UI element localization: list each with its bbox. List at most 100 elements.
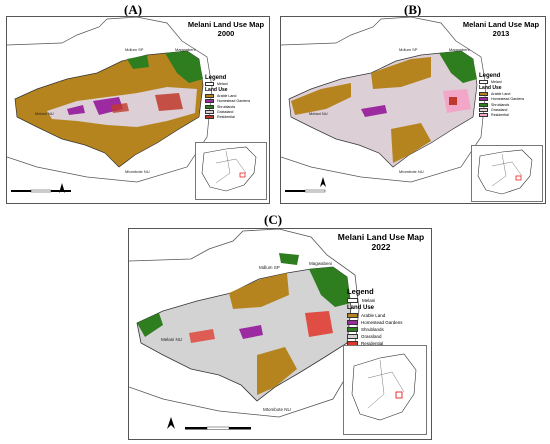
panel-c-legend: Legend Melani Land Use Arable Land Homest… xyxy=(347,287,403,346)
panel-b-inset-map xyxy=(471,145,543,202)
shrubland-patch xyxy=(309,267,351,307)
legend-swatch xyxy=(205,114,214,119)
place-northeast: Magwabeni xyxy=(175,47,196,52)
residential-patch xyxy=(305,311,333,337)
legend-item: Homestead Gardens xyxy=(347,320,403,325)
legend-item: Residential xyxy=(205,114,250,119)
legend-item: Shrublands xyxy=(205,104,250,109)
panel-b-map-canvas xyxy=(281,17,487,193)
place-north: Mdlum SP xyxy=(399,47,418,52)
legend-item: Homestead Gardens xyxy=(479,97,525,102)
panel-c-map-canvas xyxy=(129,229,360,430)
legend-item: Arable Land xyxy=(205,94,250,99)
panel-c-letter: (C) xyxy=(264,212,283,227)
panel-b-letter: (B) xyxy=(404,2,422,17)
arable-patch xyxy=(229,273,289,309)
legend-boundary-row: Melani xyxy=(205,82,250,86)
legend-item-label: Shrublands xyxy=(217,104,236,109)
place-northeast: Magwabeni xyxy=(309,261,333,266)
inset-country-outline xyxy=(201,146,257,192)
legend-item: Grassland xyxy=(205,109,250,114)
scale-bar xyxy=(185,426,251,430)
outer-boundary xyxy=(281,17,487,183)
legend-item-label: Arable Land xyxy=(217,94,237,99)
legend-item-label: Grassland xyxy=(491,107,508,112)
homestead-patch xyxy=(361,105,387,117)
legend-swatch xyxy=(479,97,488,102)
panel-c-map: Melani Land Use Map 2022 Mdlum SP Magwabe… xyxy=(128,228,432,440)
place-south: Mtombote NU xyxy=(399,169,424,174)
legend-swatch xyxy=(205,99,214,104)
residential-patch xyxy=(449,97,457,105)
shrubland-patch xyxy=(439,51,477,83)
panel-a-map-canvas xyxy=(7,17,213,193)
legend-land-use-heading: Land Use xyxy=(205,87,228,93)
legend-item-label: Arable Land xyxy=(491,92,511,97)
legend-boundary-row: Melani xyxy=(347,298,403,303)
residential-patch xyxy=(155,93,183,111)
legend-title: Legend xyxy=(205,75,227,81)
panel-b-title: Melani Land Use Map 2013 xyxy=(462,20,540,38)
legend-swatch xyxy=(205,94,214,99)
north-arrow-icon xyxy=(59,183,65,193)
north-arrow-icon xyxy=(320,177,326,187)
legend-swatch xyxy=(479,102,488,107)
scale-bar xyxy=(285,189,326,193)
place-west: Melani NU xyxy=(35,111,54,116)
legend-swatch xyxy=(479,92,488,97)
legend-item: Arable Land xyxy=(347,313,403,318)
place-west: Melani NU xyxy=(309,111,328,116)
legend-swatch xyxy=(347,313,358,318)
place-south: Mtombote NU xyxy=(263,407,291,412)
place-northeast: Magwabeni xyxy=(449,47,470,52)
legend-item-label: Homestead Gardens xyxy=(491,97,525,102)
panel-b-map: Melani Land Use Map 2013 Mdlum SP Magwabe… xyxy=(280,16,546,204)
panel-c-inset-map xyxy=(343,345,427,435)
legend-item-label: Residential xyxy=(217,114,235,119)
inset-country-outline xyxy=(477,149,533,195)
legend-swatch xyxy=(205,109,214,114)
panel-a-title: Melani Land Use Map 2000 xyxy=(187,20,265,38)
homestead-patch xyxy=(239,325,263,339)
legend-item-label: Grassland xyxy=(361,334,382,339)
legend-land-use-heading: Land Use xyxy=(347,305,375,311)
panel-c-title: Melani Land Use Map 2022 xyxy=(337,232,425,252)
shrubland-patch xyxy=(137,313,163,337)
legend-item-label: Residential xyxy=(361,341,384,346)
legend-title: Legend xyxy=(347,287,374,296)
place-north: Mdlum SP xyxy=(125,47,144,52)
residential-patch xyxy=(111,103,129,113)
homestead-patch xyxy=(67,105,85,115)
panel-a-letter: (A) xyxy=(124,2,143,17)
legend-item-label: Shrublands xyxy=(361,327,384,332)
legend-item-label: Grassland xyxy=(217,109,234,114)
arable-patch xyxy=(257,347,297,395)
panel-b-legend: Legend Melani Land Use Arable Land Homest… xyxy=(479,73,524,117)
outer-boundary xyxy=(7,17,213,183)
shrubland-patch xyxy=(165,51,203,83)
legend-boundary-row: Melani xyxy=(479,80,524,84)
arable-patch xyxy=(371,57,431,89)
legend-swatch xyxy=(479,112,488,117)
place-north: Mdlum SP xyxy=(259,265,280,270)
legend-item-label: Residential xyxy=(491,112,509,117)
north-arrow-icon xyxy=(167,417,175,429)
legend-title: Legend xyxy=(479,73,501,79)
place-west: Melani NU xyxy=(161,337,183,342)
legend-item: Arable Land xyxy=(479,92,524,97)
legend-item: Homestead Gardens xyxy=(205,99,251,104)
scale-bar xyxy=(11,189,71,193)
legend-swatch xyxy=(479,107,488,112)
legend-item-label: Shrublands xyxy=(491,102,510,107)
legend-swatch xyxy=(347,334,358,339)
legend-item: Grassland xyxy=(347,334,403,339)
inset-country-outline xyxy=(351,353,417,421)
panel-a-map: Melani Land Use Map 2000 Mdlum SP Magwabe… xyxy=(6,16,270,204)
panel-a-inset-map xyxy=(195,142,267,200)
arable-patch xyxy=(291,83,351,115)
legend-item-label: Homestead Gardens xyxy=(217,99,251,104)
shrubland-patch xyxy=(127,55,149,69)
panel-a-legend: Legend Melani Land Use Arable Land Homest… xyxy=(205,75,250,119)
legend-swatch xyxy=(347,327,358,332)
legend-item: Shrublands xyxy=(479,102,524,107)
